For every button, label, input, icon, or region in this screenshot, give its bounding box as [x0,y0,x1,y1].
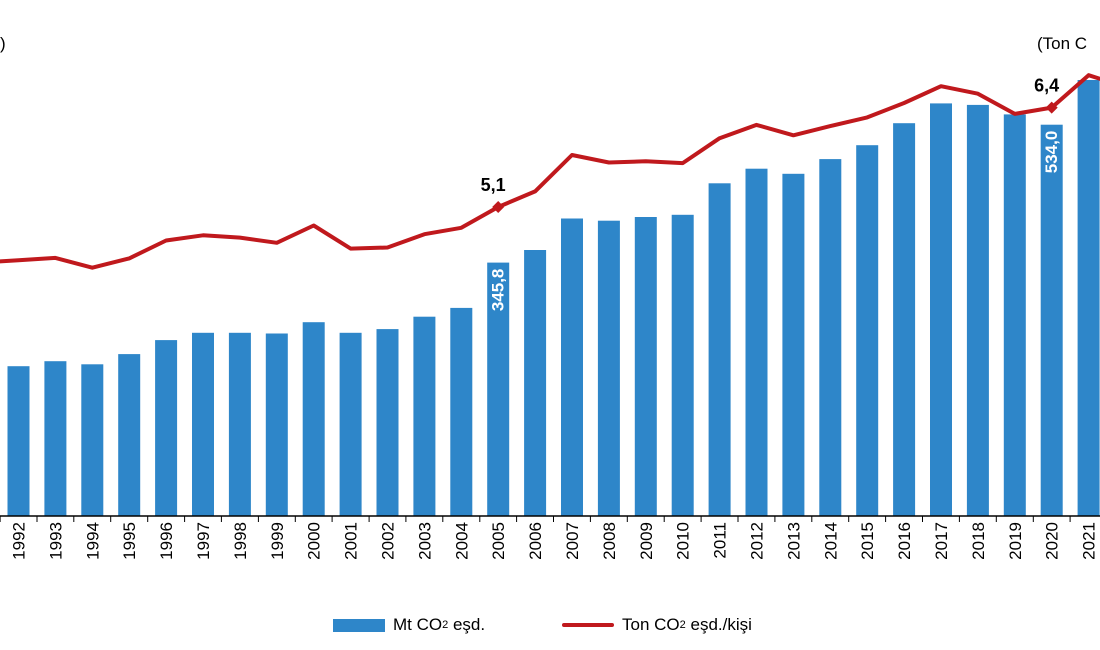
x-tick-label-2003: 2003 [415,522,434,560]
x-tick-label-2009: 2009 [637,522,656,560]
x-tick-label-2000: 2000 [305,522,324,560]
bar-2020 [1040,124,1063,516]
legend-line-label-rest: eşd./kişi [685,615,752,634]
bar-2015 [856,145,879,516]
data-label-bar-2005: 345,8 [489,269,508,312]
bar-2013 [782,173,805,517]
bar-2011 [708,183,731,517]
x-tick-label-2012: 2012 [748,522,767,560]
bar-2014 [819,159,842,516]
bar-2003 [413,316,436,516]
bar-1999 [265,333,288,516]
bar-2001 [339,332,362,516]
legend-line-swatch [562,623,614,627]
line-marker-2020 [1045,101,1058,114]
x-tick-label-2006: 2006 [526,522,545,560]
x-tick-label-2002: 2002 [379,522,398,560]
x-tick-label-1993: 1993 [46,522,65,560]
x-tick-label-2021: 2021 [1080,522,1099,560]
legend-line-label-main: Ton CO [622,615,680,634]
x-axis-ticks [0,516,1071,522]
line-series-ton-co2-per-capita [0,73,1100,270]
legend-bar-swatch [333,618,385,632]
bar-2006 [524,250,547,516]
data-label-line-2020: 6,4 [1034,76,1059,96]
x-tick-label-2016: 2016 [895,522,914,560]
bar-2007 [561,218,583,516]
legend-item-line: Ton CO 2 eşd./kişi [562,615,752,635]
x-tick-label-2008: 2008 [600,522,619,560]
right-axis-unit-label: (Ton C [1037,34,1088,53]
x-tick-label-1996: 1996 [157,522,176,560]
bar-2005 [487,262,510,516]
x-tick-label-2018: 2018 [969,522,988,560]
x-tick-label-2019: 2019 [1006,522,1025,560]
legend-bar-label-sub: 2 [442,619,449,631]
data-labels: 345,8 534,0 5,1 6,4 [481,76,1062,312]
data-label-line-2005: 5,1 [481,175,506,195]
bar-2000 [302,322,325,516]
bar-2009 [634,217,657,516]
x-tick-label-1994: 1994 [83,522,102,560]
data-label-bar-2020: 534,0 [1042,131,1061,174]
bar-2008 [597,220,620,516]
legend-line-label-sub: 2 [679,619,686,631]
x-tick-label-2010: 2010 [674,522,693,560]
x-tick-label-2015: 2015 [858,522,877,560]
x-tick-label-2011: 2011 [711,522,730,559]
bar-2018 [966,104,989,517]
x-axis-tick-labels: 1992 1993 1994 1995 1996 1997 1998 1999 2000 2001… [10,522,1099,560]
bar-2019 [1003,114,1026,517]
bar-2016 [893,123,916,516]
x-tick-label-1992: 1992 [10,522,29,560]
x-tick-label-1999: 1999 [268,522,287,560]
x-tick-label-2007: 2007 [563,522,582,560]
legend-item-bar: Mt CO 2 eşd. [333,615,485,635]
bar-1998 [228,332,251,516]
x-tick-label-2017: 2017 [932,522,951,560]
bar-1993 [44,361,67,516]
x-tick-label-1998: 1998 [231,522,250,560]
bar-1996 [155,340,178,516]
bar-2012 [745,168,768,516]
bar-2010 [671,214,694,517]
bar-1997 [192,332,214,516]
x-tick-label-2013: 2013 [784,522,803,560]
bar-1992 [7,366,30,516]
bar-2004 [450,307,473,516]
legend: Mt CO 2 eşd. Ton CO 2 eşd./kişi [0,615,1100,645]
x-tick-label-2004: 2004 [452,522,471,560]
bar-2002 [376,329,399,516]
x-tick-label-1997: 1997 [194,522,213,560]
bar-2021 [1077,80,1100,516]
x-tick-label-2005: 2005 [489,522,508,560]
x-tick-label-2001: 2001 [342,522,361,560]
bar-2017 [930,103,952,517]
line-marker-2005 [492,201,505,213]
legend-bar-label-main: Mt CO [393,615,443,634]
left-axis-unit-label: ) [0,34,6,53]
x-tick-label-1995: 1995 [120,522,139,560]
x-tick-label-2014: 2014 [821,522,840,560]
bar-1994 [81,364,104,516]
line-path [0,73,1100,270]
bar-series-mt-co2 [7,80,1100,517]
legend-bar-label-rest: eşd. [448,615,486,634]
x-tick-label-2020: 2020 [1043,522,1062,560]
bar-1995 [118,354,141,516]
